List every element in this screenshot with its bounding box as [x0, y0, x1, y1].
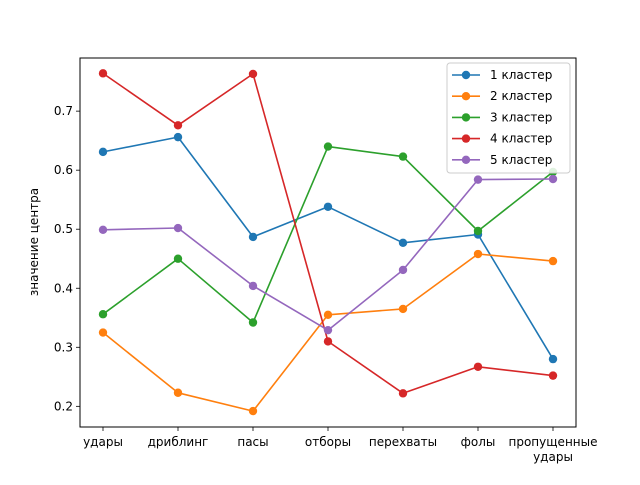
legend-label: 4 кластер	[490, 132, 552, 146]
data-point	[323, 202, 333, 211]
y-tick-label: 0.6	[54, 163, 73, 177]
data-point	[473, 175, 483, 184]
x-tick-label: отборы	[305, 435, 351, 449]
data-point	[248, 232, 258, 242]
y-axis: 0.2 0.3 0.4 0.5 0.6 0.7	[54, 104, 80, 413]
data-point	[398, 389, 408, 398]
x-tick-label: дриблинг	[148, 435, 209, 449]
x-tick-label: пропущенные удары	[509, 435, 598, 464]
data-point	[323, 142, 333, 151]
data-point	[398, 152, 408, 161]
data-point	[323, 337, 333, 346]
series-lines	[98, 69, 558, 416]
data-point	[473, 226, 483, 236]
y-tick-label: 0.3	[54, 340, 73, 354]
legend: 1 кластер 2 кластер 3 кластер 4 кластер 5 кл…	[446, 62, 571, 174]
data-point	[98, 225, 108, 235]
data-point	[323, 310, 333, 320]
y-axis-label: значение центра	[27, 188, 41, 296]
data-point	[98, 328, 108, 337]
data-point	[173, 388, 183, 397]
data-point	[548, 256, 558, 266]
legend-marker	[461, 155, 471, 164]
data-point	[548, 371, 558, 380]
data-point	[323, 325, 333, 335]
data-point	[173, 132, 183, 142]
legend-item: 3 кластер	[452, 110, 552, 124]
x-tick-label: фолы	[461, 435, 496, 449]
series-4	[98, 69, 558, 398]
data-point	[548, 174, 558, 184]
series-3	[98, 142, 558, 327]
y-tick-label: 0.4	[54, 281, 73, 295]
data-point	[473, 362, 483, 371]
legend-label: 5 кластер	[490, 153, 552, 167]
data-point	[398, 265, 408, 275]
data-point	[248, 406, 258, 416]
legend-box	[446, 62, 571, 174]
series-2	[98, 249, 558, 416]
legend-marker	[461, 92, 471, 101]
data-point	[248, 318, 258, 327]
data-point	[473, 249, 483, 259]
data-point	[173, 223, 183, 233]
series-5	[98, 174, 558, 335]
legend-marker	[461, 113, 471, 122]
data-point	[98, 69, 108, 78]
data-point	[98, 147, 108, 157]
legend-item: 4 кластер	[452, 132, 552, 146]
data-point	[398, 304, 408, 314]
legend-item: 1 кластер	[452, 68, 552, 82]
legend-label: 2 кластер	[490, 89, 552, 103]
legend-label: 3 кластер	[490, 110, 552, 124]
x-tick-label: перехваты	[369, 435, 437, 449]
y-tick-label: 0.5	[54, 222, 73, 236]
legend-item: 5 кластер	[452, 153, 552, 167]
data-point	[248, 69, 258, 79]
y-tick-label: 0.2	[54, 399, 73, 413]
data-point	[173, 254, 183, 263]
legend-label: 1 кластер	[490, 68, 552, 82]
data-point	[173, 121, 183, 130]
data-point	[98, 310, 108, 319]
data-point	[248, 281, 258, 291]
data-point	[548, 354, 558, 364]
x-tick-label: пасы	[237, 435, 268, 449]
y-tick-label: 0.7	[54, 104, 73, 118]
data-point	[398, 238, 408, 247]
x-tick-label: удары	[83, 435, 123, 449]
legend-marker	[461, 70, 471, 80]
legend-marker	[461, 134, 471, 143]
legend-item: 2 кластер	[452, 89, 552, 103]
x-axis: удары дриблинг пасы отборы перехваты фолы проп…	[83, 427, 598, 464]
